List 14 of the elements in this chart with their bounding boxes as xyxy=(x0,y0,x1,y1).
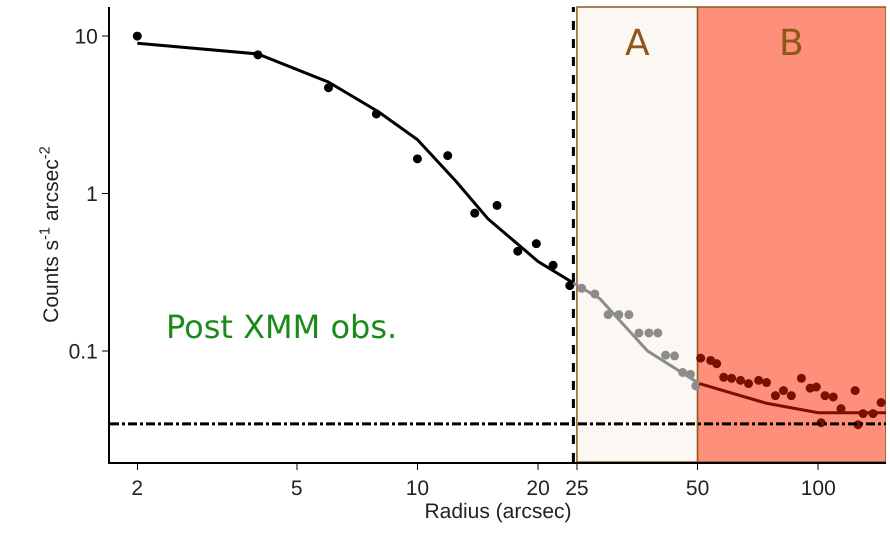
x-tick-label: 25 xyxy=(565,477,589,500)
x-tick-label: 100 xyxy=(800,477,836,500)
x-tick-label: 2 xyxy=(131,477,144,500)
x-tick-label: 5 xyxy=(290,477,303,500)
band-label: B xyxy=(779,23,804,64)
y-tick-label: 1 xyxy=(86,182,98,206)
x-axis-title: Radius (arcsec) xyxy=(424,500,572,524)
band-label: A xyxy=(625,23,650,64)
x-tick-label: 20 xyxy=(526,477,550,500)
x-tick-label: 10 xyxy=(406,477,430,500)
y-tick-label: 10 xyxy=(74,25,98,48)
annotation: Post XMM obs. xyxy=(166,308,398,346)
x-tick-label: 50 xyxy=(686,477,710,500)
y-tick-label: 0.1 xyxy=(68,340,98,364)
